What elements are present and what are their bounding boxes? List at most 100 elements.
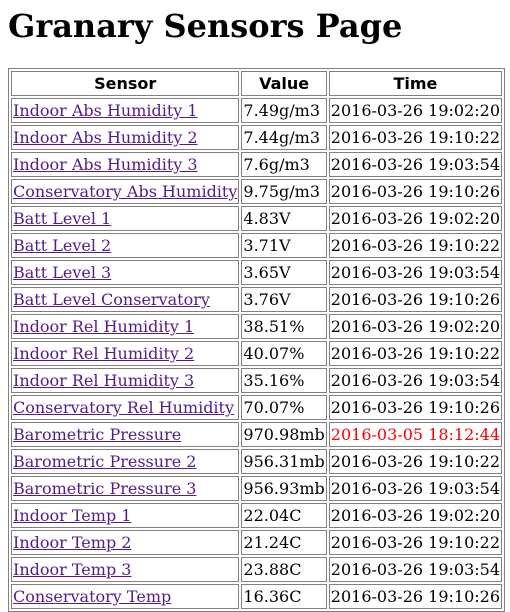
sensor-value: 956.31mb	[241, 449, 327, 474]
sensor-cell: Batt Level 1	[11, 206, 240, 231]
sensor-time: 2016-03-26 19:10:22	[328, 530, 502, 555]
sensor-value: 970.98mb	[241, 422, 327, 447]
sensor-cell: Indoor Rel Humidity 2	[11, 341, 240, 366]
sensor-link[interactable]: Indoor Rel Humidity 3	[13, 371, 195, 390]
sensor-link[interactable]: Indoor Temp 2	[13, 533, 132, 552]
sensor-value: 21.24C	[241, 530, 327, 555]
sensor-value: 4.83V	[241, 206, 327, 231]
sensor-value: 35.16%	[241, 368, 327, 393]
sensor-link[interactable]: Indoor Temp 3	[13, 560, 132, 579]
header-time: Time	[328, 71, 502, 96]
sensor-link[interactable]: Indoor Abs Humidity 2	[13, 128, 198, 147]
sensor-link[interactable]: Indoor Abs Humidity 3	[13, 155, 198, 174]
sensor-value: 38.51%	[241, 314, 327, 339]
sensor-value: 16.36C	[241, 584, 327, 609]
sensor-time: 2016-03-26 19:10:22	[328, 125, 502, 150]
table-row: Batt Level 3 3.65V 2016-03-26 19:03:54	[11, 260, 502, 285]
table-row: Barometric Pressure 2 956.31mb 2016-03-26 …	[11, 449, 502, 474]
table-row: Conservatory Rel Humidity 70.07% 2016-03-2…	[11, 395, 502, 420]
sensor-cell: Indoor Temp 2	[11, 530, 240, 555]
table-row: Indoor Temp 2 21.24C 2016-03-26 19:10:22	[11, 530, 502, 555]
header-sensor: Sensor	[11, 71, 240, 96]
table-row: Conservatory Abs Humidity 9.75g/m3 2016-03…	[11, 179, 502, 204]
sensor-value: 7.6g/m3	[241, 152, 327, 177]
sensor-time: 2016-03-26 19:03:54	[328, 557, 502, 582]
sensor-time: 2016-03-26 19:02:20	[328, 503, 502, 528]
header-value: Value	[241, 71, 327, 96]
table-row: Batt Level 2 3.71V 2016-03-26 19:10:22	[11, 233, 502, 258]
table-row: Indoor Rel Humidity 1 38.51% 2016-03-26 19…	[11, 314, 502, 339]
sensor-link[interactable]: Conservatory Abs Humidity	[13, 182, 238, 201]
table-row: Batt Level Conservatory 3.76V 2016-03-26 1…	[11, 287, 502, 312]
sensor-link[interactable]: Batt Level Conservatory	[13, 290, 210, 309]
table-row: Indoor Abs Humidity 3 7.6g/m3 2016-03-26 1…	[11, 152, 502, 177]
sensor-cell: Barometric Pressure 2	[11, 449, 240, 474]
sensor-time: 2016-03-26 19:10:22	[328, 341, 502, 366]
sensor-value: 40.07%	[241, 341, 327, 366]
sensor-table: Sensor Value Time Indoor Abs Humidity 1 7…	[8, 68, 505, 612]
sensor-time: 2016-03-26 19:10:22	[328, 449, 502, 474]
table-row: Indoor Temp 1 22.04C 2016-03-26 19:02:20	[11, 503, 502, 528]
sensor-time: 2016-03-26 19:10:22	[328, 233, 502, 258]
sensor-link[interactable]: Batt Level 3	[13, 263, 112, 282]
sensor-link[interactable]: Barometric Pressure 3	[13, 479, 197, 498]
sensor-link[interactable]: Indoor Abs Humidity 1	[13, 101, 198, 120]
sensor-value: 70.07%	[241, 395, 327, 420]
sensor-time: 2016-03-26 19:10:26	[328, 179, 502, 204]
sensor-cell: Batt Level 2	[11, 233, 240, 258]
table-row: Conservatory Temp 16.36C 2016-03-26 19:10:…	[11, 584, 502, 609]
sensor-time: 2016-03-26 19:10:26	[328, 584, 502, 609]
sensor-value: 23.88C	[241, 557, 327, 582]
sensor-time: 2016-03-26 19:10:26	[328, 395, 502, 420]
sensor-link[interactable]: Indoor Temp 1	[13, 506, 132, 525]
sensor-value: 956.93mb	[241, 476, 327, 501]
sensor-link[interactable]: Indoor Rel Humidity 2	[13, 344, 195, 363]
sensor-value: 22.04C	[241, 503, 327, 528]
sensor-cell: Indoor Temp 1	[11, 503, 240, 528]
table-row: Indoor Rel Humidity 2 40.07% 2016-03-26 19…	[11, 341, 502, 366]
sensor-cell: Indoor Abs Humidity 1	[11, 98, 240, 123]
table-row: Indoor Temp 3 23.88C 2016-03-26 19:03:54	[11, 557, 502, 582]
table-row: Indoor Rel Humidity 3 35.16% 2016-03-26 19…	[11, 368, 502, 393]
sensor-cell: Indoor Temp 3	[11, 557, 240, 582]
sensor-time: 2016-03-26 19:10:26	[328, 287, 502, 312]
sensor-cell: Batt Level Conservatory	[11, 287, 240, 312]
sensor-value: 3.76V	[241, 287, 327, 312]
sensor-value: 7.44g/m3	[241, 125, 327, 150]
table-header-row: Sensor Value Time	[11, 71, 502, 96]
table-row: Barometric Pressure 970.98mb 2016-03-05 18…	[11, 422, 502, 447]
sensor-cell: Conservatory Temp	[11, 584, 240, 609]
sensor-link[interactable]: Conservatory Temp	[13, 587, 172, 606]
table-row: Barometric Pressure 3 956.93mb 2016-03-26 …	[11, 476, 502, 501]
sensor-link[interactable]: Barometric Pressure	[13, 425, 182, 444]
sensor-cell: Conservatory Abs Humidity	[11, 179, 240, 204]
sensor-cell: Indoor Rel Humidity 3	[11, 368, 240, 393]
sensor-value: 9.75g/m3	[241, 179, 327, 204]
sensor-time: 2016-03-26 19:02:20	[328, 206, 502, 231]
sensor-table-body: Indoor Abs Humidity 1 7.49g/m3 2016-03-26 …	[11, 98, 502, 609]
sensor-cell: Barometric Pressure 3	[11, 476, 240, 501]
sensor-link[interactable]: Batt Level 2	[13, 236, 112, 255]
sensor-time: 2016-03-26 19:02:20	[328, 98, 502, 123]
sensor-link[interactable]: Indoor Rel Humidity 1	[13, 317, 195, 336]
sensor-time: 2016-03-26 19:03:54	[328, 476, 502, 501]
sensor-time: 2016-03-26 19:03:54	[328, 260, 502, 285]
sensor-cell: Indoor Abs Humidity 3	[11, 152, 240, 177]
sensor-value: 7.49g/m3	[241, 98, 327, 123]
sensor-cell: Indoor Abs Humidity 2	[11, 125, 240, 150]
sensor-time: 2016-03-26 19:03:54	[328, 152, 502, 177]
table-row: Indoor Abs Humidity 1 7.49g/m3 2016-03-26 …	[11, 98, 502, 123]
sensor-link[interactable]: Barometric Pressure 2	[13, 452, 197, 471]
sensor-value: 3.65V	[241, 260, 327, 285]
page-title: Granary Sensors Page	[8, 7, 403, 45]
sensor-link[interactable]: Batt Level 1	[13, 209, 112, 228]
sensor-cell: Batt Level 3	[11, 260, 240, 285]
sensor-value: 3.71V	[241, 233, 327, 258]
sensor-link[interactable]: Conservatory Rel Humidity	[13, 398, 235, 417]
sensor-time: 2016-03-26 19:03:54	[328, 368, 502, 393]
sensor-cell: Barometric Pressure	[11, 422, 240, 447]
sensor-cell: Indoor Rel Humidity 1	[11, 314, 240, 339]
table-row: Indoor Abs Humidity 2 7.44g/m3 2016-03-26 …	[11, 125, 502, 150]
sensor-time-stale: 2016-03-05 18:12:44	[328, 422, 502, 447]
sensor-time: 2016-03-26 19:02:20	[328, 314, 502, 339]
